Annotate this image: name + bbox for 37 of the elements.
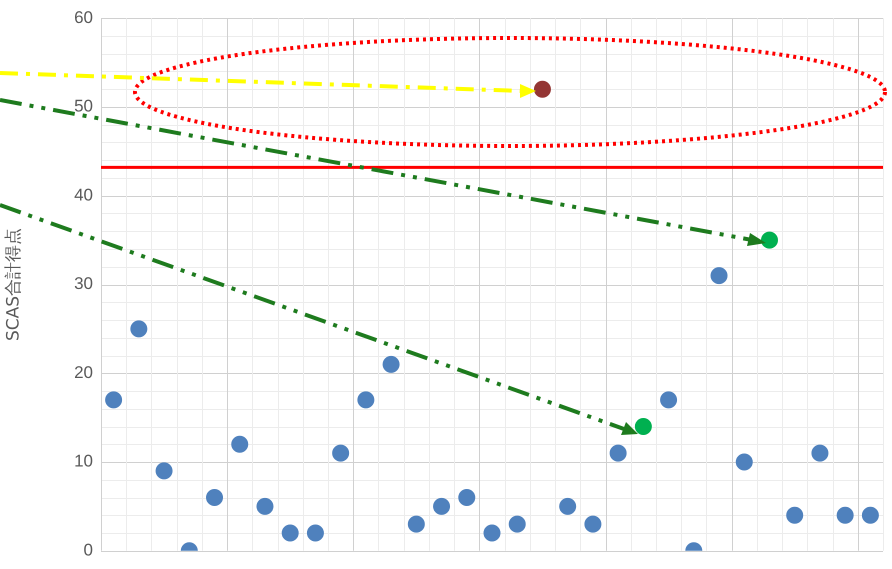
point bbox=[736, 454, 753, 471]
point bbox=[130, 320, 148, 338]
point bbox=[256, 498, 274, 515]
y-tick-label: 10 bbox=[74, 452, 93, 471]
point bbox=[610, 444, 627, 462]
point bbox=[710, 267, 728, 284]
point bbox=[458, 489, 476, 506]
y-tick-label: 60 bbox=[74, 8, 93, 27]
point bbox=[534, 80, 551, 98]
point bbox=[584, 516, 602, 533]
point bbox=[282, 524, 299, 542]
point bbox=[433, 498, 450, 515]
point bbox=[634, 418, 652, 436]
y-tick-label: 20 bbox=[74, 362, 93, 382]
point bbox=[660, 391, 678, 408]
point bbox=[382, 356, 400, 373]
point bbox=[559, 498, 576, 515]
point bbox=[306, 524, 324, 542]
point bbox=[760, 232, 778, 249]
point bbox=[156, 462, 173, 480]
point bbox=[105, 391, 122, 408]
y-tick-label: 40 bbox=[74, 185, 93, 204]
point bbox=[508, 516, 526, 533]
point bbox=[811, 444, 828, 462]
point bbox=[357, 391, 374, 408]
point bbox=[206, 489, 224, 506]
y-tick-label: 0 bbox=[84, 540, 93, 560]
y-tick-label: 30 bbox=[74, 274, 93, 294]
point bbox=[484, 524, 500, 542]
y-axis-title: SCAS合計得点 bbox=[4, 228, 24, 342]
point bbox=[786, 506, 804, 524]
y-tick-label: 50 bbox=[74, 96, 93, 116]
point bbox=[332, 444, 350, 462]
point bbox=[836, 506, 854, 524]
point bbox=[231, 436, 248, 453]
point bbox=[862, 506, 879, 524]
point bbox=[408, 516, 425, 533]
